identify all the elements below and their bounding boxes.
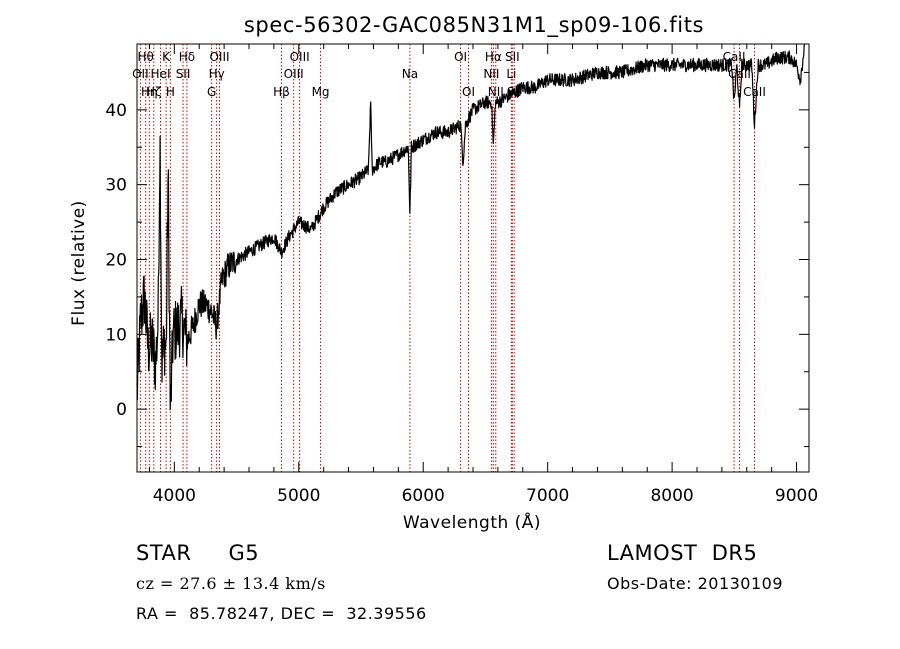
x-tick-label: 5000 — [277, 486, 320, 506]
line-marker-label: OI — [454, 50, 467, 64]
x-tick-label: 4000 — [153, 486, 196, 506]
line-marker-label: OIII — [209, 50, 229, 64]
line-marker-label: Li — [506, 67, 516, 81]
line-marker-label: Hγ — [209, 67, 225, 81]
y-axis-label: Flux (relative) — [69, 200, 89, 326]
object-subclass: G5 — [228, 541, 260, 565]
x-tick-label: 7000 — [526, 486, 569, 506]
chart-title: spec-56302-GAC085N31M1_sp09-106.fits — [244, 13, 704, 38]
line-marker-label: NII — [488, 85, 504, 99]
y-tick-label: 10 — [105, 325, 127, 345]
line-marker-label: G — [207, 85, 216, 99]
x-axis-label: Wavelength (Å) — [403, 511, 541, 533]
y-tick-label: 40 — [105, 101, 127, 121]
spectrum-line — [136, 44, 806, 411]
line-marker-label: Hδ — [179, 50, 195, 64]
line-marker-label: Hθ — [138, 50, 154, 64]
line-marker-label: CaII — [743, 85, 766, 99]
line-marker-label: SII — [176, 67, 191, 81]
coordinates-text: RA = 85.78247, DEC = 32.39556 — [136, 604, 427, 623]
line-markers — [139, 44, 755, 472]
line-marker-label: Mg — [312, 85, 330, 99]
line-marker-label: CaII — [728, 67, 751, 81]
object-class: STAR — [136, 541, 192, 565]
line-marker-label: NII — [483, 67, 499, 81]
line-marker-label: OIII — [290, 50, 310, 64]
x-tick-label: 9000 — [775, 486, 818, 506]
line-marker-label: SII — [505, 50, 520, 64]
obs-date-text: Obs-Date: 20130109 — [607, 574, 784, 593]
line-marker-label: Hη — [141, 85, 158, 99]
line-marker-label: HeI — [151, 67, 171, 81]
y-tick-label: 30 — [105, 176, 127, 196]
line-marker-label: H — [166, 85, 175, 99]
x-tick-label: 6000 — [402, 486, 445, 506]
y-tick-label: 20 — [105, 250, 127, 270]
line-marker-label: Na — [402, 67, 418, 81]
line-marker-label: OIII — [284, 67, 304, 81]
line-marker-label: K — [162, 50, 171, 64]
y-tick-label: 0 — [116, 400, 127, 420]
y-axis: 0 10 20 30 40 — [105, 71, 809, 448]
spectrum-line-group — [136, 44, 806, 411]
line-marker-label: OII — [132, 67, 149, 81]
x-tick-label: 8000 — [650, 486, 693, 506]
line-marker-labels: OIIHθHηHζHeIKHSIIHδGHγOIIIHβOIIIOIIIMgNa… — [132, 50, 766, 99]
line-marker-label: OI — [462, 85, 475, 99]
survey-label: LAMOST DR5 — [607, 541, 758, 565]
velocity-text: cz = 27.6 ± 13.4 km/s — [136, 574, 326, 593]
line-marker-label: Hβ — [273, 85, 290, 99]
line-marker-label: Hζ — [146, 85, 162, 99]
line-marker-label: Hα — [485, 50, 502, 64]
x-axis: 4000 5000 6000 7000 8000 9000 — [148, 44, 818, 506]
